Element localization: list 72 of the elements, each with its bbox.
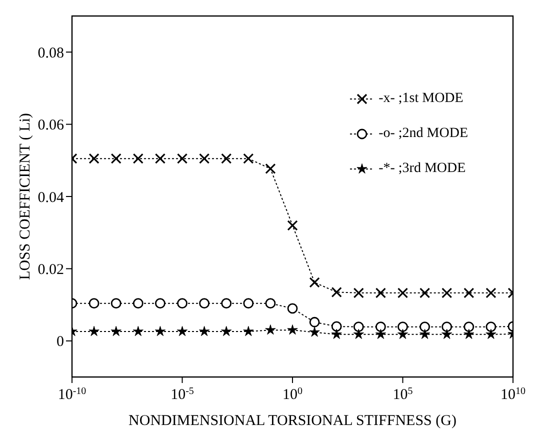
point (420, 322, 430, 332)
legend-label: -x- ;1st MODE (378, 91, 464, 107)
point (110, 153, 122, 164)
point (331, 328, 342, 339)
point (243, 326, 254, 336)
point (88, 298, 100, 309)
point (442, 322, 452, 332)
point (309, 277, 320, 288)
point (464, 288, 474, 298)
point (398, 322, 408, 332)
point (309, 326, 320, 337)
point (176, 153, 188, 164)
point (265, 298, 276, 309)
point (287, 220, 298, 231)
point (110, 298, 122, 309)
point (88, 326, 100, 336)
point (331, 286, 342, 298)
point (442, 328, 452, 339)
point (88, 153, 100, 164)
y-tick-label: 0.08 (38, 45, 64, 62)
point (309, 316, 320, 328)
point (420, 328, 430, 339)
point (199, 153, 210, 164)
point (375, 288, 386, 298)
point (464, 328, 474, 339)
y-tick-label: 0.06 (38, 118, 64, 134)
point (221, 153, 232, 164)
point (199, 298, 210, 309)
x-tick-label: 10$^{5}$ (392, 386, 413, 403)
x-tick-label: 10$^{-10}$ (58, 386, 86, 403)
x-tick-label: 10$^{0}$ (282, 386, 302, 403)
x-tick-label: 10$^{10}$ (500, 386, 526, 403)
point (221, 326, 232, 336)
point (287, 324, 298, 335)
point (155, 298, 166, 309)
point (110, 326, 122, 336)
x-tick-label: 10$^{-5}$ (170, 386, 194, 403)
point (442, 288, 452, 298)
legend-label: -*- ;3rd MODE (378, 161, 466, 177)
point (464, 322, 474, 332)
point (265, 163, 276, 174)
point (221, 298, 232, 309)
point (243, 298, 254, 309)
point (177, 298, 188, 309)
point (243, 153, 254, 164)
y-tick-label: 0.02 (38, 262, 64, 278)
point (132, 153, 144, 164)
legend-label: -o- ;2nd MODE (378, 126, 468, 142)
point (486, 322, 496, 332)
point (486, 328, 496, 339)
point (154, 153, 166, 164)
point (154, 326, 166, 336)
point (353, 322, 364, 332)
point (265, 324, 276, 335)
y-tick-label: 0.04 (38, 190, 64, 206)
point (287, 303, 298, 314)
point (331, 321, 342, 332)
y-tick-label: 0 (56, 334, 64, 350)
point (397, 328, 408, 339)
point (397, 288, 408, 298)
point (376, 322, 386, 332)
point (199, 326, 210, 336)
y-axis-title: LOSS COEFFICIENT ( Li) (17, 113, 34, 280)
point (353, 328, 364, 339)
point (132, 298, 144, 309)
point (353, 288, 364, 298)
point (420, 288, 430, 298)
x-axis-title: NONDIMENSIONAL TORSIONAL STIFFNESS (G) (128, 413, 456, 429)
point (176, 326, 188, 336)
point (132, 326, 144, 336)
point (375, 328, 386, 339)
point (486, 288, 496, 298)
